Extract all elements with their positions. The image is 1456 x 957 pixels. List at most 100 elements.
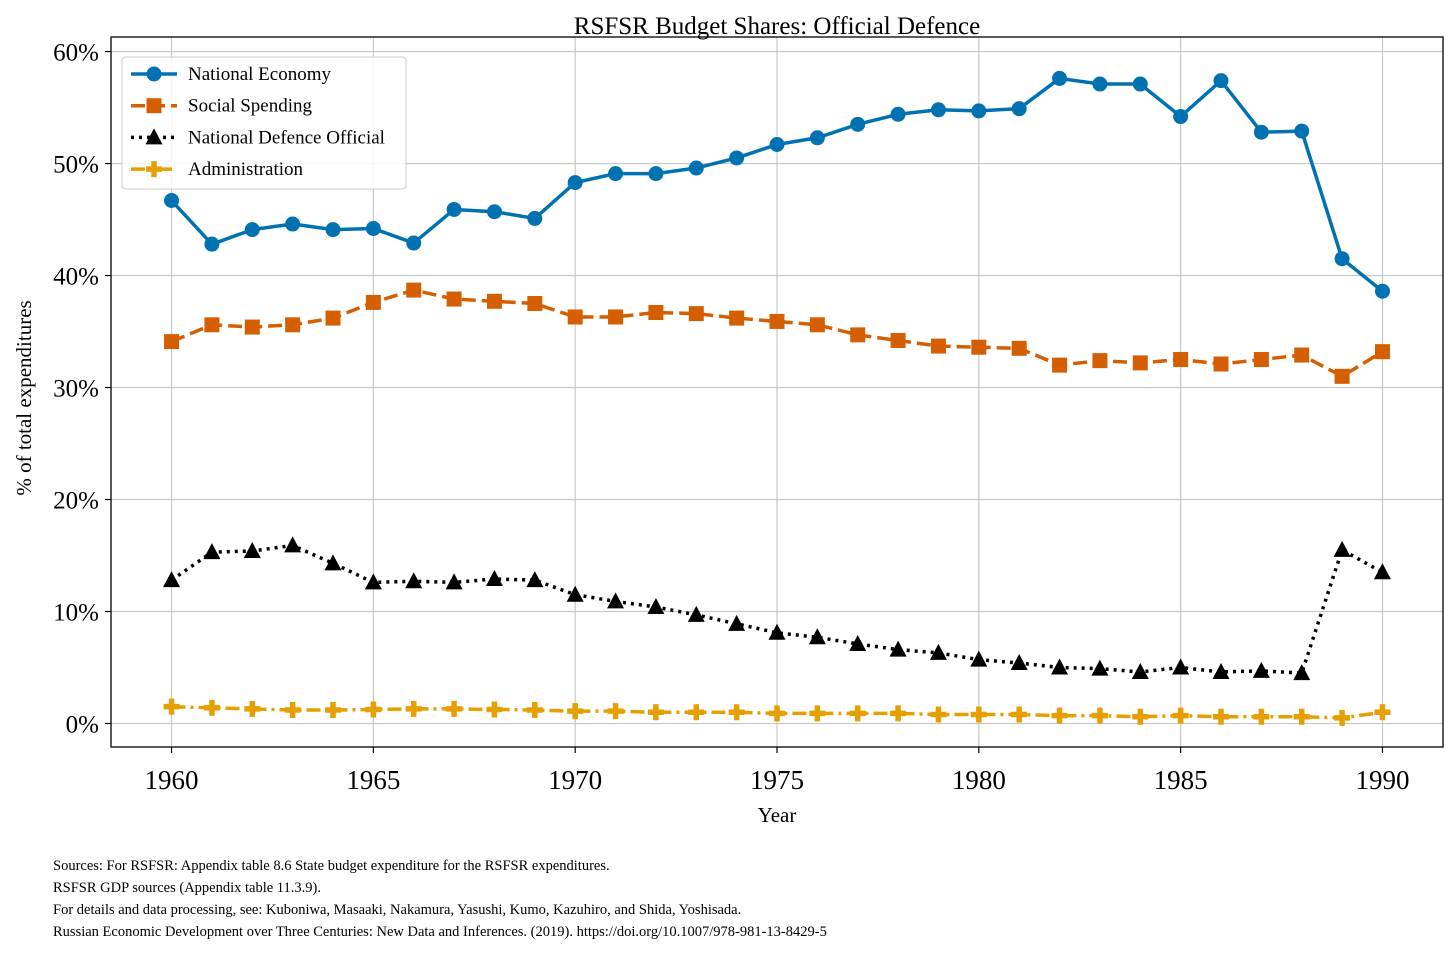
square-marker xyxy=(325,310,341,326)
plus-marker xyxy=(567,703,584,720)
plus-marker xyxy=(809,705,826,722)
x-tick-label: 1960 xyxy=(145,765,199,795)
footer-line: Sources: For RSFSR: Appendix table 8.6 S… xyxy=(53,858,610,874)
triangle-marker xyxy=(768,623,786,640)
square-marker xyxy=(1213,356,1229,372)
x-tick-label: 1965 xyxy=(346,765,400,795)
circle-marker xyxy=(527,210,543,226)
x-tick-label: 1985 xyxy=(1154,765,1208,795)
circle-marker xyxy=(325,222,341,238)
plus-marker xyxy=(244,700,261,717)
circle-marker xyxy=(648,166,664,182)
triangle-marker xyxy=(405,572,423,589)
legend-box xyxy=(121,56,407,190)
chart-title: RSFSR Budget Shares: Official Defence xyxy=(574,13,980,40)
circle-marker xyxy=(608,166,624,182)
circle-marker xyxy=(406,235,422,251)
plus-marker xyxy=(1213,708,1229,725)
circle-marker xyxy=(567,175,583,191)
square-marker xyxy=(1294,347,1310,363)
triangle-marker xyxy=(163,571,181,588)
triangle-marker xyxy=(970,650,988,667)
gridlines xyxy=(111,37,1443,747)
triangle-marker xyxy=(889,640,907,657)
y-tick-label: 50% xyxy=(53,152,99,179)
plus-marker xyxy=(1374,704,1391,721)
series-national-economy xyxy=(164,70,1390,299)
triangle-marker xyxy=(445,573,463,590)
plus-marker xyxy=(1253,708,1270,725)
square-marker xyxy=(809,317,825,333)
triangle-marker xyxy=(566,585,584,602)
legend-label: National Economy xyxy=(188,64,331,85)
triangle-marker xyxy=(687,605,705,622)
square-marker xyxy=(688,306,704,322)
square-marker xyxy=(244,319,260,335)
legend-square-marker xyxy=(146,98,162,114)
square-marker xyxy=(1173,352,1189,368)
plus-marker xyxy=(607,703,624,720)
circle-marker xyxy=(1253,124,1269,140)
circle-marker xyxy=(769,137,785,153)
triangle-marker xyxy=(526,571,544,588)
circle-marker xyxy=(729,150,745,166)
plus-marker xyxy=(1172,707,1189,724)
plus-marker xyxy=(1011,706,1028,723)
square-marker xyxy=(608,309,624,325)
legend-label: National Defence Official xyxy=(188,127,385,148)
circle-marker xyxy=(971,103,987,119)
square-marker xyxy=(729,310,745,326)
square-marker xyxy=(1334,368,1350,384)
legend-label: Social Spending xyxy=(188,96,313,117)
triangle-marker xyxy=(364,573,382,590)
legend-circle-marker xyxy=(146,66,162,82)
triangle-marker xyxy=(1051,658,1069,675)
sources-footer: Sources: For RSFSR: Appendix table 8.6 S… xyxy=(53,855,827,943)
plus-marker xyxy=(486,701,503,718)
triangle-marker xyxy=(203,543,221,560)
plus-marker xyxy=(1334,709,1351,726)
triangle-marker xyxy=(808,628,826,645)
triangle-marker xyxy=(728,614,746,631)
square-marker xyxy=(204,317,220,333)
y-tick-label: 60% xyxy=(53,40,99,67)
triangle-marker xyxy=(1293,664,1311,681)
x-tick-label: 1980 xyxy=(952,765,1006,795)
plus-marker xyxy=(1091,707,1108,724)
plus-marker xyxy=(1293,708,1310,725)
plus-marker xyxy=(688,704,705,721)
circle-marker xyxy=(930,102,946,118)
plus-marker xyxy=(970,706,987,723)
circle-marker xyxy=(688,160,704,176)
series-social-spending xyxy=(164,282,1390,384)
plus-marker xyxy=(728,704,745,721)
x-axis-label: Year xyxy=(758,803,797,827)
y-tick-label: 10% xyxy=(53,599,99,626)
footer-line: For details and data processing, see: Ku… xyxy=(53,902,742,918)
y-tick-label: 20% xyxy=(53,488,99,515)
circle-marker xyxy=(850,116,866,132)
legend-triangle-marker xyxy=(145,128,163,145)
circle-marker xyxy=(1092,76,1108,92)
circle-marker xyxy=(204,236,220,252)
plus-marker xyxy=(769,705,785,722)
y-tick-label: 0% xyxy=(66,711,99,738)
triangle-marker xyxy=(647,598,665,615)
plus-marker xyxy=(647,704,664,721)
legend-label: Administration xyxy=(188,159,304,180)
circle-marker xyxy=(486,204,502,220)
triangle-marker xyxy=(1252,661,1270,678)
footer-line: RSFSR GDP sources (Appendix table 11.3.9… xyxy=(53,880,321,896)
circle-marker xyxy=(1173,109,1189,125)
square-marker xyxy=(285,317,301,333)
plus-marker xyxy=(1051,707,1068,724)
series-group xyxy=(163,70,1391,726)
square-marker xyxy=(527,296,543,312)
axis-ticks: 1960 1965 1970 1975 1980 1985 1990 0% 10% 20% 30% 4… xyxy=(53,40,1409,795)
triangle-marker xyxy=(607,592,625,609)
circle-marker xyxy=(164,193,180,209)
square-marker xyxy=(769,313,785,329)
triangle-marker xyxy=(849,634,867,651)
circle-marker xyxy=(1294,123,1310,139)
